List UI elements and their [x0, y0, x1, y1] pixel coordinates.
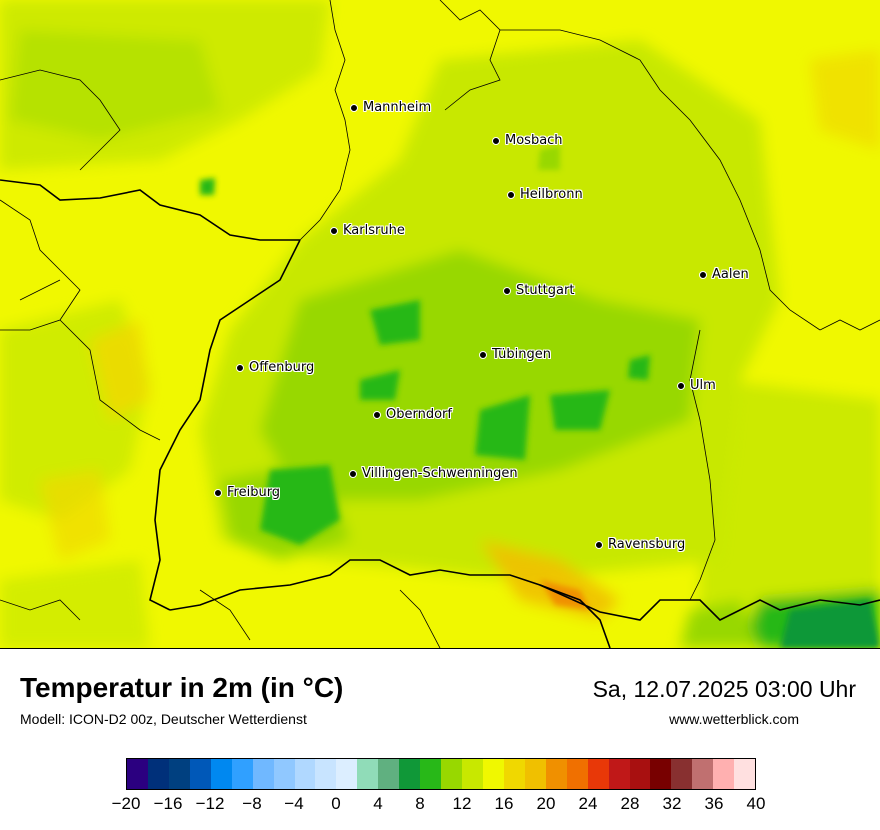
legend-swatch — [671, 759, 693, 789]
legend-swatch — [273, 759, 295, 789]
city-dot — [503, 286, 511, 295]
map-canvas — [0, 0, 880, 648]
legend-tick-label: 4 — [373, 794, 383, 813]
legend-tick-label: 40 — [746, 794, 766, 813]
city-label: Mannheim — [363, 100, 432, 115]
city-label: Offenburg — [249, 360, 315, 375]
legend-swatch — [210, 759, 232, 789]
city-label: Ulm — [690, 378, 716, 393]
city-dot — [349, 469, 357, 478]
temperature-map: Mannheim Mosbach Heilbronn Karlsruhe Aal… — [0, 0, 880, 649]
legend-swatch — [357, 759, 379, 789]
city-dot — [214, 488, 222, 497]
legend-swatch — [566, 759, 588, 789]
city-dot — [479, 350, 487, 359]
legend-swatch — [545, 759, 567, 789]
city-dot — [373, 410, 381, 419]
city-label: Stuttgart — [516, 283, 575, 298]
city-label: Ravensburg — [608, 537, 686, 552]
legend-tick-label: 0 — [331, 794, 341, 813]
legend-swatch — [127, 759, 148, 789]
city-marker-mannheim: Mannheim — [350, 100, 431, 115]
city-label: Heilbronn — [520, 187, 583, 202]
legend-swatch — [524, 759, 546, 789]
city-dot — [236, 363, 244, 372]
city-marker-karlsruhe: Karlsruhe — [330, 223, 405, 238]
city-label: Mosbach — [505, 133, 563, 148]
model-info: Modell: ICON-D2 00z, Deutscher Wetterdie… — [20, 711, 307, 727]
city-label: Tübingen — [492, 347, 551, 362]
city-marker-oberndorf: Oberndorf — [373, 407, 452, 422]
legend-tick-label: −12 — [195, 794, 225, 813]
city-label: Freiburg — [227, 485, 281, 500]
regional-borders — [0, 0, 880, 648]
legend-swatch — [734, 759, 756, 789]
legend-swatch — [692, 759, 714, 789]
city-dot — [492, 136, 500, 145]
legend-swatch — [713, 759, 735, 789]
legend-tick-label: 32 — [662, 794, 682, 813]
legend-swatch — [294, 759, 316, 789]
city-dot — [330, 226, 338, 235]
legend-tick-label: 24 — [578, 794, 598, 813]
country-borders — [0, 179, 880, 648]
city-marker-aalen: Aalen — [699, 267, 749, 282]
city-marker-ravensburg: Ravensburg — [595, 537, 685, 552]
city-dot — [699, 270, 707, 279]
legend-swatch — [441, 759, 462, 789]
legend-tick-label: 28 — [620, 794, 640, 813]
legend-tick-label: 36 — [704, 794, 724, 813]
city-dot — [350, 103, 358, 112]
legend-swatch — [420, 759, 442, 789]
legend-tick-label: 20 — [536, 794, 556, 813]
website-link[interactable]: www.wetterblick.com — [669, 711, 799, 727]
city-marker-mosbach: Mosbach — [492, 133, 563, 148]
legend-swatch — [315, 759, 337, 789]
city-marker-villingen-schwenningen: Villingen-Schwenningen — [349, 466, 518, 481]
city-marker-stuttgart: Stuttgart — [503, 283, 574, 298]
legend-swatch — [189, 759, 211, 789]
city-dot — [507, 190, 515, 199]
city-label: Aalen — [712, 267, 749, 282]
color-scale-bar — [126, 758, 756, 790]
city-marker-tuebingen: Tübingen — [479, 347, 551, 362]
city-dot — [595, 540, 603, 549]
city-marker-heilbronn: Heilbronn — [507, 187, 583, 202]
city-marker-ulm: Ulm — [677, 378, 716, 393]
legend-tick-label: −8 — [242, 794, 262, 813]
legend-swatch — [378, 759, 400, 789]
legend-swatch — [587, 759, 609, 789]
legend-swatch — [482, 759, 504, 789]
legend-swatch — [629, 759, 651, 789]
legend-swatch — [650, 759, 672, 789]
legend-tick-label: −4 — [284, 794, 304, 813]
legend-tick-label: 16 — [494, 794, 514, 813]
map-title: Temperatur in 2m (in °C) — [20, 672, 344, 703]
legend-tick-label: 8 — [415, 794, 425, 813]
city-label: Oberndorf — [386, 407, 452, 422]
city-marker-freiburg: Freiburg — [214, 485, 280, 500]
legend-swatch — [252, 759, 274, 789]
legend-tick-label: 12 — [452, 794, 472, 813]
color-scale-ticks: −20 −16 −12 −8 −4 0 4 8 12 16 20 24 28 32 36 40 — [112, 794, 766, 824]
city-marker-offenburg: Offenburg — [236, 360, 314, 375]
legend-swatch — [231, 759, 253, 789]
city-label: Villingen-Schwenningen — [362, 466, 518, 481]
city-label: Karlsruhe — [343, 223, 405, 238]
legend-swatch — [503, 759, 525, 789]
legend-tick-label: −20 — [111, 794, 141, 813]
legend-swatch — [336, 759, 358, 789]
city-dot — [677, 381, 685, 390]
legend-swatch — [399, 759, 421, 789]
forecast-datetime: Sa, 12.07.2025 03:00 Uhr — [592, 676, 856, 702]
legend-swatch — [147, 759, 169, 789]
legend-swatch — [462, 759, 483, 789]
legend-swatch — [168, 759, 190, 789]
legend-tick-label: −16 — [153, 794, 183, 813]
legend-swatch — [608, 759, 630, 789]
